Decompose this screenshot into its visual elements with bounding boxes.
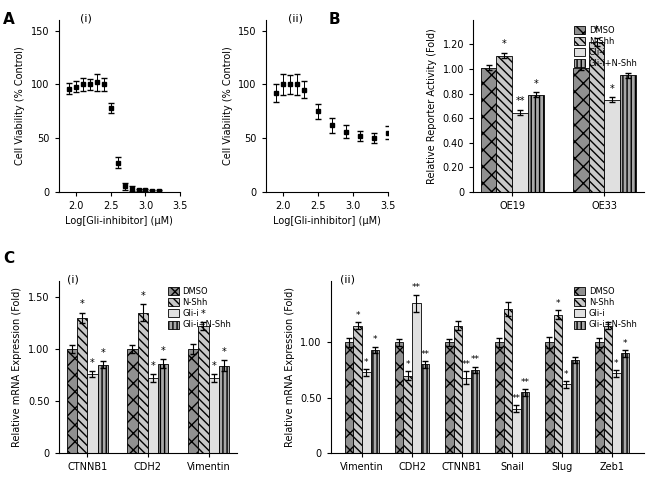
Bar: [127, 349, 138, 453]
Y-axis label: Cell Viability (% Control): Cell Viability (% Control): [223, 46, 233, 165]
X-axis label: Log[Gli-inhibitor] (μM): Log[Gli-inhibitor] (μM): [273, 217, 381, 227]
Text: *: *: [610, 84, 615, 94]
Text: *: *: [594, 25, 599, 35]
Bar: [504, 309, 512, 453]
Bar: [354, 326, 362, 453]
Bar: [219, 366, 229, 453]
Text: *: *: [161, 346, 166, 356]
Text: *: *: [100, 349, 105, 359]
Bar: [604, 326, 612, 453]
Text: (i): (i): [81, 13, 92, 23]
Bar: [462, 378, 471, 453]
Bar: [471, 370, 479, 453]
Bar: [562, 384, 571, 453]
Legend: DMSO, N-Shh, Gli-i, Gli-i+N-Shh: DMSO, N-Shh, Gli-i, Gli-i+N-Shh: [572, 285, 640, 331]
Text: *: *: [80, 299, 84, 309]
Bar: [395, 342, 404, 453]
Bar: [445, 342, 454, 453]
X-axis label: Log[Gli-inhibitor] (μM): Log[Gli-inhibitor] (μM): [66, 217, 174, 227]
Bar: [148, 378, 158, 453]
Text: *: *: [502, 39, 507, 49]
Bar: [571, 360, 579, 453]
Y-axis label: Relative Reporter Activity (Fold): Relative Reporter Activity (Fold): [427, 28, 437, 184]
Bar: [595, 342, 604, 453]
Bar: [604, 100, 620, 192]
Text: *: *: [533, 79, 538, 89]
Text: **: **: [515, 97, 525, 107]
Text: *: *: [140, 291, 145, 301]
Bar: [589, 42, 604, 192]
Bar: [412, 303, 421, 453]
Text: *: *: [406, 360, 410, 369]
Bar: [512, 409, 521, 453]
Text: *: *: [623, 339, 627, 348]
Text: **: **: [512, 394, 521, 403]
Text: *: *: [564, 370, 569, 379]
Bar: [77, 318, 87, 453]
Bar: [573, 68, 589, 192]
Text: *: *: [90, 358, 95, 368]
Text: (ii): (ii): [340, 274, 355, 284]
Text: *: *: [356, 311, 360, 320]
Bar: [370, 350, 379, 453]
Bar: [495, 342, 504, 453]
Text: *: *: [151, 361, 155, 371]
Legend: DMSO, N-Shh, Gli-i, Gli-i+N-Shh: DMSO, N-Shh, Gli-i, Gli-i+N-Shh: [166, 285, 233, 331]
Bar: [404, 375, 412, 453]
Bar: [481, 68, 497, 192]
Text: (i): (i): [68, 274, 79, 284]
Bar: [521, 392, 529, 453]
Bar: [612, 374, 621, 453]
Bar: [138, 313, 148, 453]
Bar: [67, 349, 77, 453]
Text: *: *: [211, 361, 216, 371]
Bar: [545, 342, 554, 453]
Text: **: **: [462, 360, 471, 369]
Bar: [158, 364, 168, 453]
Bar: [188, 349, 198, 453]
Text: B: B: [328, 12, 340, 27]
Bar: [362, 372, 370, 453]
Text: *: *: [614, 359, 619, 368]
Text: **: **: [471, 356, 480, 365]
Bar: [345, 342, 354, 453]
Text: **: **: [421, 350, 430, 359]
Text: C: C: [3, 251, 14, 266]
Text: A: A: [3, 12, 15, 27]
Bar: [621, 354, 629, 453]
Legend: DMSO, N-Shh, Gli-i, Gli-i+N-Shh: DMSO, N-Shh, Gli-i, Gli-i+N-Shh: [572, 24, 640, 70]
Y-axis label: Relative mRNA Expression (Fold): Relative mRNA Expression (Fold): [285, 287, 294, 447]
Text: *: *: [364, 358, 369, 367]
Bar: [209, 378, 219, 453]
Bar: [421, 365, 429, 453]
Bar: [512, 113, 528, 192]
Text: **: **: [412, 283, 421, 292]
Bar: [554, 315, 562, 453]
Bar: [98, 365, 108, 453]
Bar: [198, 326, 209, 453]
Text: **: **: [521, 377, 529, 386]
Bar: [620, 75, 636, 192]
Bar: [528, 95, 543, 192]
Y-axis label: Relative mRNA Expression (Fold): Relative mRNA Expression (Fold): [12, 287, 22, 447]
Y-axis label: Cell Viability (% Control): Cell Viability (% Control): [16, 46, 25, 165]
Bar: [454, 326, 462, 453]
Text: *: *: [222, 347, 226, 358]
Text: *: *: [201, 309, 206, 319]
Bar: [87, 374, 98, 453]
Text: *: *: [372, 336, 377, 345]
Bar: [497, 56, 512, 192]
Text: (ii): (ii): [288, 13, 303, 23]
Text: *: *: [556, 299, 560, 308]
